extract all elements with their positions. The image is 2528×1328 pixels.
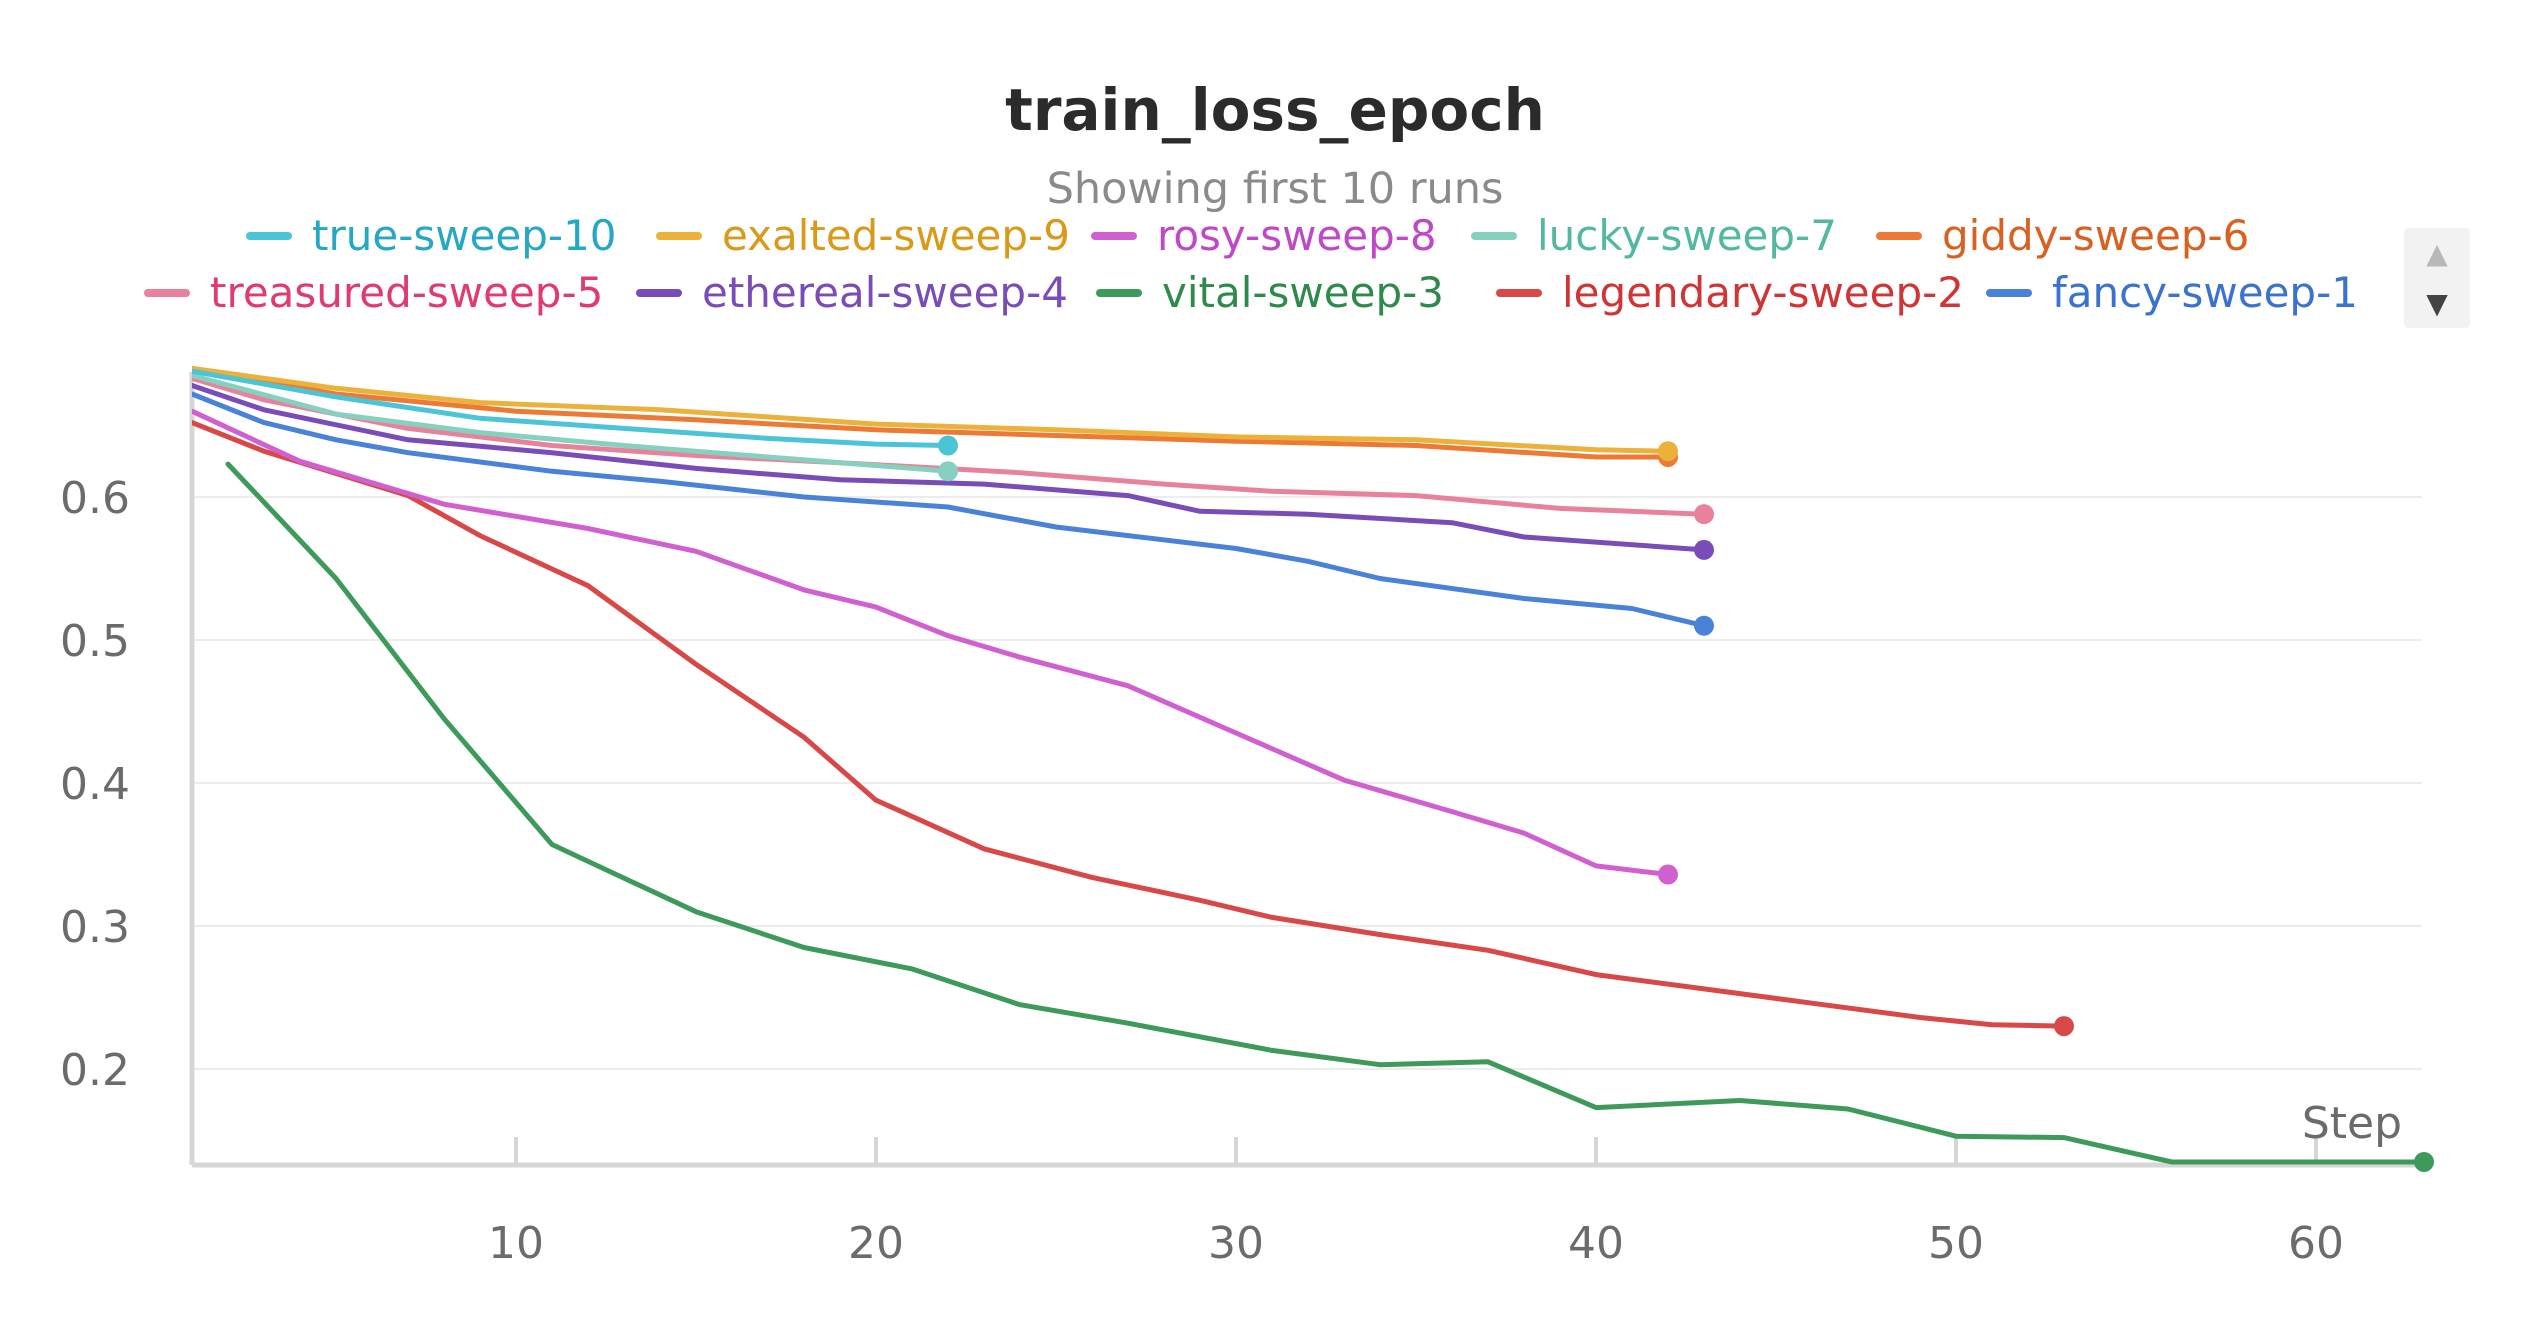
series-line (192, 420, 2067, 1029)
series-end-point (2414, 1151, 2434, 1172)
legend: true-sweep-10 exalted-sweep-9 rosy-sweep-8… (144, 211, 2358, 317)
y-tick-label: 0.6 (60, 473, 130, 524)
y-tick-label: 0.2 (60, 1045, 130, 1096)
legend-label: true-sweep-10 (312, 211, 617, 260)
legend-item-legendary-sweep-2[interactable]: legendary-sweep-2 (1496, 268, 1964, 317)
x-tick-label: 40 (1568, 1218, 1624, 1269)
y-tick-label: 0.3 (60, 902, 130, 953)
legend-label: ethereal-sweep-4 (702, 268, 1068, 317)
series-ethereal-sweep-4 (192, 383, 1707, 553)
series-giddy-sweep-6 (192, 365, 1671, 460)
series-line (192, 383, 1707, 553)
x-axis-title: Step (2302, 1098, 2402, 1149)
legend-label: giddy-sweep-6 (1942, 211, 2249, 260)
series-vital-sweep-3 (225, 461, 2427, 1165)
series-end-point (2054, 1016, 2074, 1037)
legend-label: vital-sweep-3 (1162, 268, 1444, 317)
series-true-sweep-10 (192, 368, 951, 448)
tick-labels: 0.2 0.3 0.4 0.5 0.6 10 20 30 40 50 60 (60, 473, 2344, 1269)
x-tick-label: 30 (1208, 1218, 1264, 1269)
x-tick-label: 60 (2288, 1218, 2344, 1269)
series-line (192, 368, 951, 448)
x-tick-label: 20 (848, 1218, 904, 1269)
legend-scroll-down-button[interactable]: ▼ (2426, 286, 2448, 320)
legend-item-ethereal-sweep-4[interactable]: ethereal-sweep-4 (636, 268, 1068, 317)
series-end-point (1658, 441, 1678, 462)
series-line (192, 365, 1671, 460)
legend-item-treasured-sweep-5[interactable]: treasured-sweep-5 (144, 268, 603, 317)
grid-lines (192, 496, 2422, 1070)
series-exalted-sweep-9 (192, 365, 1671, 454)
series-end-point (1658, 864, 1678, 885)
series-fancy-sweep-1 (192, 391, 1707, 629)
series-end-point (1694, 539, 1714, 560)
legend-item-exalted-sweep-9[interactable]: exalted-sweep-9 (656, 211, 1070, 260)
legend-item-fancy-sweep-1[interactable]: fancy-sweep-1 (1986, 268, 2358, 317)
legend-label: fancy-sweep-1 (2052, 268, 2358, 317)
x-tick-label: 50 (1928, 1218, 1984, 1269)
legend-item-vital-sweep-3[interactable]: vital-sweep-3 (1096, 268, 1444, 317)
series-end-point (1694, 615, 1714, 636)
legend-label: exalted-sweep-9 (722, 211, 1070, 260)
series-end-point (938, 461, 958, 482)
legend-item-rosy-sweep-8[interactable]: rosy-sweep-8 (1091, 211, 1437, 260)
y-tick-label: 0.4 (60, 759, 130, 810)
series-end-point (938, 435, 958, 456)
x-tick-label: 10 (488, 1218, 544, 1269)
series-lucky-sweep-7 (192, 372, 951, 474)
legend-label: treasured-sweep-5 (210, 268, 603, 317)
legend-item-true-sweep-10[interactable]: true-sweep-10 (246, 211, 617, 260)
legend-scroll-control: ▲ ▼ (2404, 228, 2470, 328)
series-line (192, 365, 1671, 454)
legend-item-lucky-sweep-7[interactable]: lucky-sweep-7 (1471, 211, 1837, 260)
legend-scroll-up-button[interactable]: ▲ (2426, 236, 2448, 270)
chart-title: train_loss_epoch (1005, 76, 1545, 144)
legend-item-giddy-sweep-6[interactable]: giddy-sweep-6 (1876, 211, 2249, 260)
series-line (192, 391, 1707, 629)
series-group (192, 365, 2434, 1172)
series-line (192, 372, 951, 474)
series-legendary-sweep-2 (192, 420, 2067, 1029)
series-line (192, 408, 1671, 877)
legend-label: legendary-sweep-2 (1562, 268, 1964, 317)
series-line (225, 461, 2427, 1165)
y-tick-label: 0.5 (60, 616, 130, 667)
series-rosy-sweep-8 (192, 408, 1671, 877)
chart-subtitle: Showing first 10 runs (1047, 164, 1504, 214)
legend-label: rosy-sweep-8 (1157, 211, 1437, 260)
legend-label: lucky-sweep-7 (1537, 211, 1837, 260)
series-end-point (1694, 504, 1714, 525)
